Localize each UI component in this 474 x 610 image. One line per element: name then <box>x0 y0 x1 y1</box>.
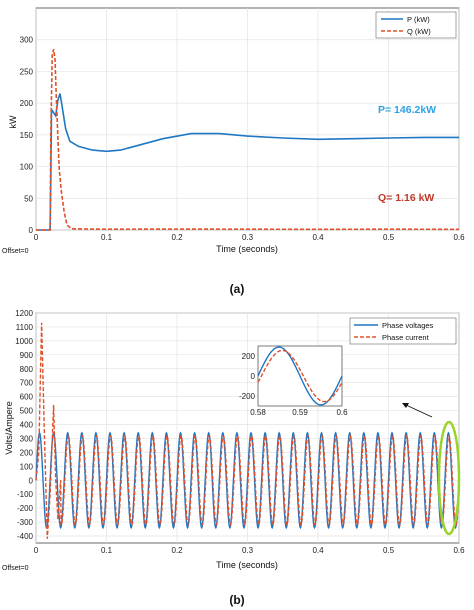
x-tick-label: 0.1 <box>101 546 113 555</box>
y-tick-label: -200 <box>17 504 34 513</box>
annotation-p-value: P= 146.2kW <box>378 104 436 116</box>
y-tick-label: 300 <box>20 36 34 45</box>
x-tick-label: 0.4 <box>312 233 324 242</box>
y-axis-label-a: kW <box>8 115 18 129</box>
panel-caption-b: (b) <box>229 593 244 607</box>
x-tick-label: 0.4 <box>312 546 324 555</box>
x-tick-label: 0.3 <box>242 233 254 242</box>
inset-x-tick-label: 0.58 <box>250 408 266 417</box>
y-tick-label: -400 <box>17 532 34 541</box>
y-tick-label: 1000 <box>15 337 33 346</box>
inset-series-line-voltage <box>257 346 343 406</box>
x-tick-label: 0.1 <box>101 233 113 242</box>
y-tick-label: 1200 <box>15 309 33 318</box>
zoom-arrow <box>402 403 433 418</box>
highlight-ellipse <box>437 420 461 536</box>
legend-box-b <box>349 317 457 345</box>
inset-x-tick-label: 0.6 <box>336 408 348 417</box>
x-tick-label: 0.3 <box>242 546 254 555</box>
y-tick-label: 600 <box>20 393 34 402</box>
panel-caption-a: (a) <box>230 282 245 296</box>
legend-b: Phase voltages Phase current <box>349 317 457 345</box>
y-tick-label: 250 <box>20 67 34 76</box>
x-tick-label: 0.2 <box>171 546 183 555</box>
y-axis-label-b: Volts/Ampere <box>4 401 14 455</box>
legend-box-a <box>375 11 457 39</box>
inset-series-lines <box>257 346 343 406</box>
legend-label-p: P (kW) <box>407 15 430 24</box>
legend-label-q: Q (kW) <box>407 27 431 36</box>
inset-y-tick-label: 0 <box>251 372 256 381</box>
x-ticks-b: 0 0.1 0.2 0.3 0.4 0.5 0.6 <box>34 546 465 555</box>
y-tick-label: 700 <box>20 379 34 388</box>
series-lines-b <box>35 322 460 539</box>
y-tick-label: 500 <box>20 407 34 416</box>
y-tick-label: -100 <box>17 490 34 499</box>
y-tick-label: 900 <box>20 351 34 360</box>
annotation-q-value: Q= 1.16 kW <box>378 192 434 204</box>
y-ticks-b: -400 -300 -200 -100 0 100 200 300 400 500 600 700 80… <box>15 309 33 541</box>
y-tick-label: 200 <box>20 448 34 457</box>
y-tick-label: 100 <box>20 462 34 471</box>
inset-series-line-current <box>257 349 343 403</box>
inset-x-tick-label: 0.59 <box>292 408 308 417</box>
x-ticks-a: 0 0.1 0.2 0.3 0.4 0.5 0.6 <box>34 233 465 242</box>
y-tick-label: 50 <box>24 194 33 203</box>
y-tick-label: 300 <box>20 434 34 443</box>
y-tick-label: 0 <box>29 476 34 485</box>
series-line-p <box>36 93 459 231</box>
inset-y-tick-label: 200 <box>242 352 256 361</box>
grid-a <box>35 8 460 231</box>
x-axis-label-b: Time (seconds) <box>216 560 278 570</box>
y-tick-label: 400 <box>20 421 34 430</box>
x-tick-label: 0.5 <box>383 546 395 555</box>
y-tick-label: 800 <box>20 365 34 374</box>
y-tick-label: 100 <box>20 163 34 172</box>
x-tick-label: 0.6 <box>453 546 465 555</box>
x-tick-label: 0 <box>34 546 39 555</box>
x-axis-label-a: Time (seconds) <box>216 244 278 254</box>
x-tick-label: 0 <box>34 233 39 242</box>
inset-ticks: 0.58 0.59 0.6 200 0 -200 <box>239 352 348 417</box>
x-tick-label: 0.2 <box>171 233 183 242</box>
legend-label-voltage: Phase voltages <box>382 321 434 330</box>
y-tick-label: -300 <box>17 518 34 527</box>
legend-label-current: Phase current <box>382 333 430 342</box>
series-line-current <box>35 322 460 539</box>
inset-zoom: 0.58 0.59 0.6 200 0 -200 <box>239 345 348 417</box>
offset-label-b: Offset=0 <box>2 565 29 572</box>
y-tick-label: 0 <box>29 226 34 235</box>
x-tick-label: 0.6 <box>453 233 465 242</box>
inset-y-tick-label: -200 <box>239 392 256 401</box>
series-line-q <box>36 49 460 231</box>
legend-a: P (kW) Q (kW) <box>375 11 457 39</box>
zoom-arrow-line <box>405 404 433 418</box>
x-tick-label: 0.5 <box>383 233 395 242</box>
y-tick-label: 200 <box>20 99 34 108</box>
panel-b: -400 -300 -200 -100 0 100 200 300 400 500 600 700 80… <box>2 309 465 607</box>
zoom-arrow-head <box>402 403 409 408</box>
y-tick-label: 150 <box>20 131 34 140</box>
series-lines-a <box>36 49 460 231</box>
y-ticks-a: 0 50 100 150 200 250 300 <box>20 36 34 235</box>
panel-a: 0 50 100 150 200 250 300 0 0.1 0.2 0.3 0.4 0.5 0.6 k… <box>2 7 465 296</box>
offset-label-a: Offset=0 <box>2 248 29 255</box>
y-tick-label: 1100 <box>16 323 34 332</box>
